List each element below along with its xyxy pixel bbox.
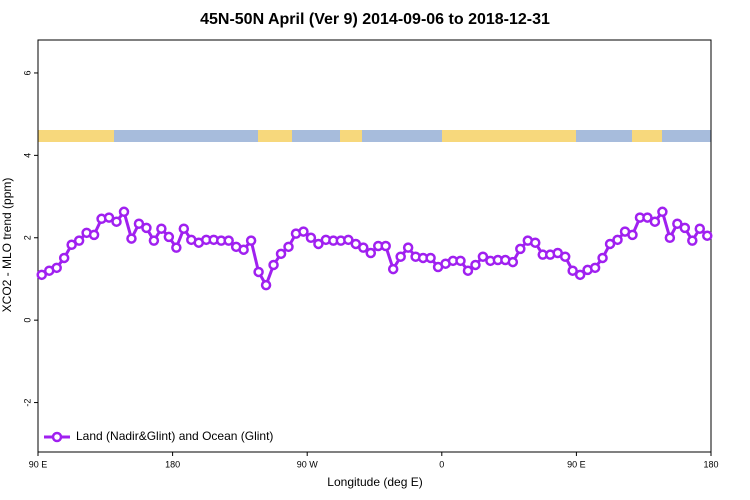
point — [223, 235, 234, 246]
point — [387, 263, 399, 275]
y-tick-label: 0 — [22, 318, 32, 323]
point — [111, 216, 122, 227]
y-tick-label: 4 — [22, 153, 32, 158]
x-tick-label: 180 — [703, 459, 718, 469]
x-tick-label: 90 E — [567, 459, 586, 469]
point — [657, 206, 668, 218]
point — [462, 265, 474, 276]
point — [702, 230, 713, 241]
point — [88, 229, 100, 241]
point — [679, 222, 691, 234]
point — [148, 235, 160, 246]
point — [395, 251, 406, 262]
point — [313, 238, 324, 250]
point — [380, 240, 391, 252]
point — [358, 242, 369, 253]
point — [298, 226, 309, 237]
point — [567, 265, 578, 276]
point — [365, 247, 377, 259]
point — [260, 279, 272, 291]
point — [694, 223, 706, 234]
point — [612, 234, 623, 246]
point — [530, 237, 541, 248]
legend-marker — [51, 431, 63, 443]
point — [73, 235, 85, 246]
point — [455, 255, 466, 267]
point — [507, 256, 519, 268]
point — [36, 269, 47, 281]
y-tick-label: 6 — [22, 70, 32, 75]
x-tick-label: 90 W — [297, 459, 319, 469]
point — [649, 216, 661, 227]
point — [58, 252, 70, 264]
point — [470, 259, 481, 271]
point — [604, 238, 616, 250]
point — [559, 251, 571, 262]
chart-title: 45N-50N April (Ver 9) 2014-09-06 to 2018… — [200, 11, 550, 28]
point — [51, 262, 62, 274]
point — [171, 242, 182, 253]
y-axis-label: XCO2 - MLO trend (ppm) — [0, 178, 14, 313]
y-tick-label: 2 — [22, 235, 32, 240]
plot-frame — [37, 39, 712, 453]
land-ocean-strip — [38, 130, 711, 142]
point — [275, 248, 287, 260]
y-tick-label: -2 — [22, 399, 32, 407]
x-tick-label: 0 — [439, 459, 444, 469]
point — [402, 242, 414, 253]
x-tick-label: 90 E — [29, 459, 48, 469]
point — [477, 251, 489, 262]
point — [574, 269, 586, 281]
point — [597, 252, 608, 264]
point — [238, 244, 249, 255]
x-tick-label: 180 — [165, 459, 180, 469]
point — [66, 239, 77, 251]
point — [126, 233, 137, 244]
point — [118, 206, 130, 218]
point — [103, 212, 115, 223]
point — [687, 235, 698, 246]
point — [425, 252, 436, 264]
point — [283, 241, 294, 253]
point — [268, 259, 279, 271]
point — [343, 234, 354, 246]
point — [305, 232, 317, 244]
point — [156, 223, 167, 234]
point — [642, 212, 653, 223]
point — [672, 218, 683, 230]
point — [515, 243, 526, 255]
point — [163, 231, 175, 243]
point — [141, 222, 152, 234]
x-axis-label: Longitude (deg E) — [327, 475, 422, 489]
legend-label: Land (Nadir&Glint) and Ocean (Glint) — [76, 429, 273, 443]
point — [178, 223, 190, 234]
point — [245, 235, 257, 246]
point — [133, 218, 145, 230]
point — [627, 229, 638, 241]
point — [664, 232, 676, 244]
point — [589, 262, 601, 274]
point — [253, 266, 264, 278]
